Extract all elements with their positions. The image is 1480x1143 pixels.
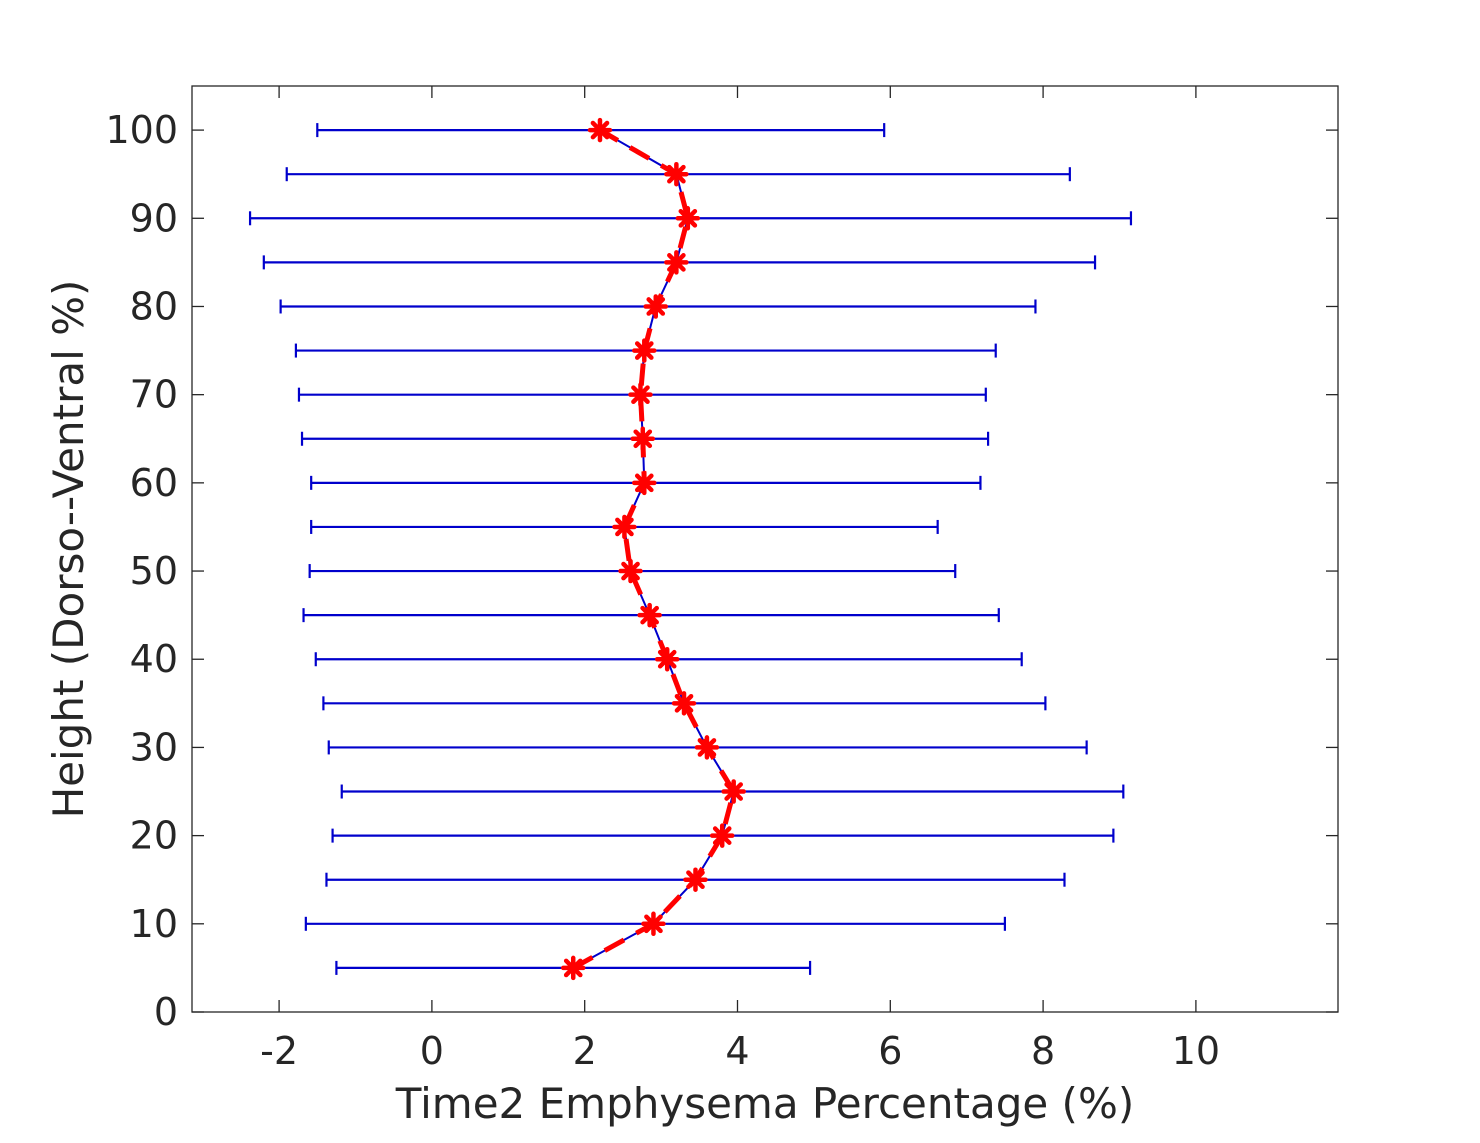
axes-box — [191, 85, 1339, 1013]
data-point-marker — [637, 602, 662, 628]
marker-core — [728, 786, 740, 798]
data-point-marker — [654, 646, 680, 672]
marker-core — [637, 433, 649, 445]
data-point-marker — [632, 338, 657, 363]
marker-core — [689, 874, 701, 886]
trend-dashed-line — [571, 127, 737, 971]
data-point-marker — [643, 294, 668, 319]
marker-group — [560, 117, 746, 981]
x-tick-label: 8 — [1031, 1029, 1055, 1073]
plot-background — [192, 86, 1338, 1012]
marker-core — [625, 565, 637, 577]
y-tick-label: 100 — [105, 108, 178, 152]
y-axis-label: Height (Dorso--Ventral %) — [44, 280, 93, 819]
x-tick-label: -2 — [260, 1029, 298, 1073]
x-tick-label: 4 — [725, 1029, 749, 1073]
y-tick-label: 40 — [130, 637, 178, 681]
y-tick-label: 80 — [130, 284, 178, 328]
marker-core — [638, 345, 650, 357]
marker-core — [618, 521, 630, 533]
data-point-marker — [628, 382, 653, 407]
data-point-marker — [632, 470, 657, 496]
data-point-marker — [675, 206, 701, 231]
y-tick-label: 90 — [130, 196, 178, 240]
x-tick-label: 10 — [1172, 1029, 1220, 1073]
y-tick-label: 20 — [130, 814, 178, 858]
marker-core — [647, 918, 659, 930]
marker-core — [594, 124, 606, 136]
data-point-marker — [664, 161, 689, 187]
data-point-marker — [587, 117, 613, 143]
data-point-marker — [683, 867, 708, 892]
marker-core — [638, 477, 650, 489]
x-tick-label: 0 — [420, 1029, 444, 1073]
x-tick-label: 2 — [573, 1029, 597, 1073]
y-tick-label: 50 — [130, 549, 178, 593]
marker-core — [678, 697, 690, 709]
marker-core — [634, 389, 646, 401]
x-axis-label: Time2 Emphysema Percentage (%) — [395, 1079, 1134, 1128]
data-point-marker — [612, 514, 637, 540]
data-point-marker — [709, 823, 735, 848]
y-axis-ticks: 0 10 20 30 40 50 60 70 80 90 100 — [105, 108, 1338, 1034]
marker-core — [567, 962, 579, 974]
data-point-marker — [560, 955, 586, 981]
x-tick-label: 6 — [878, 1029, 902, 1073]
y-tick-label: 30 — [130, 725, 178, 769]
x-axis-ticks: -2 0 2 4 6 8 10 — [260, 86, 1220, 1073]
data-point-marker — [618, 558, 643, 584]
data-point-marker — [664, 250, 689, 275]
data-point-marker — [641, 911, 666, 937]
marker-core — [701, 741, 713, 753]
data-point-marker — [694, 735, 720, 760]
marker-core — [670, 256, 682, 268]
marker-core — [650, 300, 662, 312]
y-tick-label: 70 — [130, 373, 178, 417]
marker-core — [661, 653, 673, 665]
marker-core — [682, 212, 694, 224]
data-point-marker — [671, 691, 697, 716]
y-tick-label: 10 — [130, 902, 178, 946]
marker-core — [670, 168, 682, 180]
y-tick-label: 0 — [154, 990, 178, 1034]
marker-core — [716, 830, 728, 842]
marker-core — [644, 609, 656, 621]
data-point-marker — [630, 426, 656, 452]
y-tick-label: 60 — [130, 461, 178, 505]
data-point-marker — [721, 779, 746, 804]
